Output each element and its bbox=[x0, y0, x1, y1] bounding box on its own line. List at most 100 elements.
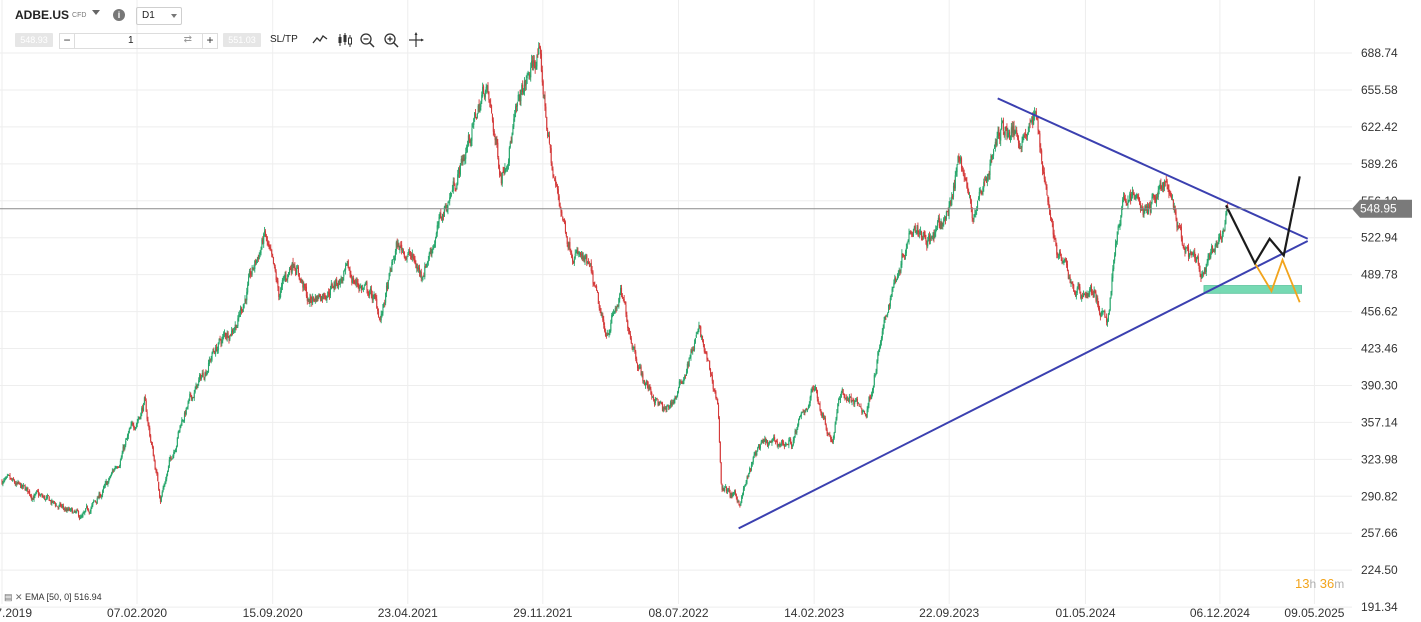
candle bbox=[142, 404, 144, 414]
candle-body bbox=[706, 353, 708, 360]
candle bbox=[464, 154, 466, 165]
minus-icon[interactable]: − bbox=[59, 33, 75, 49]
candle bbox=[825, 423, 827, 431]
candle-body bbox=[6, 475, 8, 477]
candle-body bbox=[253, 268, 255, 269]
candle-body bbox=[520, 93, 522, 102]
candle-body bbox=[309, 297, 311, 304]
candle bbox=[227, 330, 229, 338]
candle-body bbox=[8, 475, 10, 476]
candle-body bbox=[10, 478, 12, 479]
candle-body bbox=[37, 491, 39, 492]
buy-price-button[interactable]: 551.03 bbox=[223, 33, 261, 47]
candle bbox=[653, 394, 655, 402]
line-chart-icon[interactable] bbox=[311, 31, 329, 49]
candle bbox=[1017, 132, 1019, 141]
candle-body bbox=[538, 47, 540, 55]
candle bbox=[129, 426, 131, 430]
plus-icon[interactable]: + bbox=[202, 33, 218, 49]
candle-body bbox=[1080, 294, 1082, 299]
swap-icon[interactable]: ⇄ bbox=[183, 34, 192, 45]
date-axis: 02.07.201907.02.202015.09.202023.04.2021… bbox=[0, 606, 1345, 620]
indicator-settings-icon[interactable]: ▤ ✕ bbox=[4, 592, 26, 602]
candle-body bbox=[869, 396, 871, 399]
candle-body bbox=[209, 359, 211, 361]
candle-body bbox=[370, 289, 372, 296]
candle-body bbox=[153, 455, 155, 461]
timeframe-select[interactable]: D1 bbox=[136, 7, 182, 25]
candle bbox=[661, 401, 663, 405]
candle bbox=[420, 268, 422, 282]
candle-body bbox=[587, 262, 589, 264]
candle-body bbox=[1136, 194, 1138, 195]
candle bbox=[13, 479, 16, 484]
candle-body bbox=[831, 439, 833, 442]
candle bbox=[137, 415, 139, 424]
candle bbox=[95, 501, 97, 505]
price-tick-label: 224.50 bbox=[1361, 563, 1398, 577]
candle bbox=[726, 488, 728, 495]
quantity-input[interactable]: 1 ⇄ bbox=[74, 33, 202, 49]
candle-body bbox=[907, 240, 909, 243]
candle bbox=[881, 328, 883, 341]
candle bbox=[1122, 197, 1124, 210]
candle bbox=[897, 270, 899, 279]
sltp-button[interactable]: SL/TP bbox=[270, 34, 298, 45]
candle bbox=[873, 372, 875, 388]
zoom-out-icon[interactable] bbox=[358, 31, 376, 49]
candle bbox=[554, 177, 556, 182]
candle-body bbox=[518, 94, 520, 97]
sell-price-button[interactable]: 548.93 bbox=[15, 33, 53, 47]
candle-body bbox=[433, 245, 435, 249]
candle-body bbox=[682, 382, 684, 385]
candle-body bbox=[363, 286, 365, 288]
candle bbox=[355, 277, 357, 288]
symbol-label[interactable]: ADBE.US CFD bbox=[15, 8, 87, 22]
candle-body bbox=[1213, 249, 1215, 252]
candle-body bbox=[1041, 161, 1044, 171]
candle-body bbox=[502, 171, 504, 173]
candle bbox=[1166, 178, 1168, 190]
candle bbox=[882, 324, 884, 335]
candle-body bbox=[983, 181, 985, 189]
candle-body bbox=[265, 235, 267, 238]
candle-body bbox=[697, 329, 699, 333]
candle-body bbox=[628, 329, 631, 334]
ema-indicator-label[interactable]: ▤ ✕ EMA [50, 0] 516.94 bbox=[4, 592, 102, 602]
candle bbox=[585, 253, 587, 260]
candle-body bbox=[148, 422, 150, 428]
candle bbox=[88, 511, 90, 515]
candle bbox=[473, 117, 475, 129]
crosshair-icon[interactable] bbox=[407, 31, 425, 49]
candle-body bbox=[288, 268, 291, 274]
candle bbox=[327, 291, 329, 299]
candle bbox=[320, 294, 322, 302]
candle-body bbox=[855, 398, 858, 401]
candle bbox=[94, 500, 96, 502]
chevron-down-icon[interactable] bbox=[92, 10, 100, 15]
candle-body bbox=[555, 179, 557, 185]
candle-body bbox=[729, 492, 731, 497]
candle bbox=[793, 435, 795, 444]
candle bbox=[437, 221, 439, 230]
candle-body bbox=[300, 279, 302, 282]
candle bbox=[1129, 191, 1131, 202]
candle-body bbox=[636, 358, 638, 364]
candle bbox=[499, 164, 501, 178]
candle bbox=[168, 456, 170, 469]
candle bbox=[128, 427, 130, 434]
candle bbox=[238, 311, 240, 322]
candle-body bbox=[128, 429, 130, 433]
info-icon[interactable]: i bbox=[113, 9, 125, 21]
candle-body bbox=[1097, 298, 1099, 306]
candle-body bbox=[1049, 213, 1052, 219]
candle-body bbox=[358, 285, 360, 290]
candle-body bbox=[217, 342, 219, 351]
candlestick-icon[interactable] bbox=[336, 31, 354, 49]
candle-body bbox=[1081, 295, 1083, 299]
candle-body bbox=[1139, 203, 1141, 211]
candle bbox=[15, 480, 17, 488]
candle-body bbox=[1055, 239, 1057, 246]
zoom-in-icon[interactable] bbox=[382, 31, 400, 49]
